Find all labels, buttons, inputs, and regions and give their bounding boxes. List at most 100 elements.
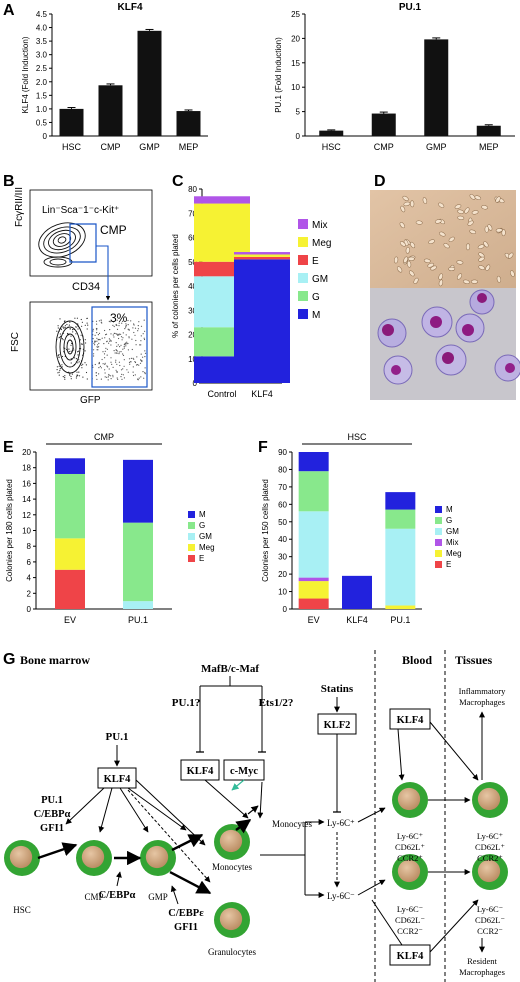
flow-dot	[134, 361, 136, 363]
flow-dot	[71, 342, 73, 344]
y-tick-label: 30	[278, 553, 287, 562]
y-axis-label: Colonies per 180 cells plated	[5, 479, 14, 582]
flow-dot	[96, 329, 98, 331]
chart-colony-percent: 0 10 20 30 40 50 60 70 80 Control KLF4 % of colonie…	[171, 185, 331, 399]
y-tick-label: 20	[22, 448, 31, 457]
flow-dot	[66, 323, 68, 326]
flow-dot	[126, 343, 128, 345]
colony-cell	[443, 243, 450, 249]
colony-cell	[478, 252, 485, 258]
flow-dot	[98, 338, 100, 341]
cell-label-granulocytes: Granulocytes	[208, 947, 256, 957]
flow-dot	[77, 354, 79, 356]
segment-e	[298, 598, 329, 609]
colony-cell	[423, 258, 431, 263]
flow-dot	[95, 375, 97, 377]
box-klf4-bottom	[389, 944, 431, 966]
tissue-neg-1: Ly-6C⁻	[477, 904, 504, 914]
flow-dot	[106, 348, 108, 350]
flow-dot	[64, 325, 66, 327]
chart-klf4-fold: KLF4 0 0.5 1.0 1.5 2.0 2.5 3.0 3.5 4.0 4.5 HSC CMP GM…	[21, 2, 208, 152]
colony-cell	[407, 256, 415, 261]
flow-dot	[72, 331, 74, 333]
flow-dot	[122, 354, 125, 356]
factor-left-2: C/EBPα	[34, 809, 71, 820]
flow-dot	[117, 344, 119, 346]
flow-dot	[80, 334, 82, 336]
colony-cell	[456, 260, 464, 265]
colony-cell	[438, 279, 444, 287]
bar-hsc	[319, 130, 344, 136]
y-tick-label: 4	[27, 574, 32, 583]
flow-dot	[69, 373, 71, 375]
flow-dot	[116, 345, 118, 347]
flow-dot	[140, 344, 142, 346]
legend-swatch-e	[298, 255, 308, 265]
flow-dot	[117, 378, 119, 380]
flow-dot	[103, 353, 106, 355]
flow-dot	[140, 359, 142, 361]
panel-letter-b: B	[3, 173, 15, 190]
flow-dot	[120, 333, 122, 335]
flow-dot	[135, 364, 138, 366]
legend-label: G	[312, 292, 320, 303]
y-tick-label: 0	[43, 132, 48, 141]
flow-dot	[100, 378, 102, 380]
flow-dot	[70, 344, 72, 346]
flow-dot	[125, 345, 127, 347]
flow-dot	[97, 344, 99, 346]
flow-dot	[72, 329, 74, 331]
flow-dot	[75, 358, 77, 360]
flow-dot	[113, 350, 115, 352]
inflammatory-2: Macrophages	[459, 697, 505, 707]
flow-dot	[58, 337, 60, 339]
colony-cell	[456, 273, 463, 280]
flow-dot	[64, 378, 66, 380]
flow-dot	[126, 369, 128, 371]
colony-cell	[508, 252, 514, 259]
flow-dot	[141, 360, 143, 363]
flow-dot	[57, 327, 59, 329]
flow-dot	[98, 332, 101, 334]
flow-dot	[116, 350, 118, 352]
y-tick-label: 60	[278, 500, 287, 509]
y-tick-label: 15	[291, 59, 300, 68]
legend-label: Meg	[199, 543, 215, 552]
flow-dot	[139, 362, 142, 364]
chart-title: PU.1	[399, 2, 422, 13]
legend-swatch-gm	[298, 273, 308, 283]
panel-letter-c: C	[172, 173, 184, 190]
label-gfi1: GFI1	[174, 922, 198, 933]
flow-dot	[87, 324, 89, 326]
y-tick-label: 4.5	[36, 10, 48, 19]
y-tick-label: 0	[27, 605, 32, 614]
flow-dot	[128, 361, 131, 363]
flow-dot	[123, 377, 125, 379]
flow-dot	[98, 373, 100, 375]
flow-dot	[142, 371, 144, 373]
colony-cell	[481, 205, 489, 210]
y-tick-label: 20	[278, 570, 287, 579]
flow-dot	[143, 337, 145, 339]
flow-dot	[93, 342, 95, 344]
flow-dot	[109, 329, 111, 331]
flow-dot	[125, 334, 127, 336]
flow-dot	[122, 353, 124, 355]
y-axis-label: % of colonies per cells plated	[171, 234, 180, 338]
flow-dot	[82, 376, 84, 378]
flow-dot	[144, 373, 146, 375]
flow-dot	[115, 359, 117, 361]
flow-dot	[85, 364, 87, 366]
flow-dot	[59, 318, 61, 320]
flow-dot	[96, 349, 98, 351]
flow-dot	[61, 355, 64, 358]
flow-dot	[69, 374, 71, 376]
flow-dot	[134, 374, 136, 376]
flow-dot	[129, 363, 131, 365]
flow-dot	[139, 344, 141, 346]
segment-mix	[298, 577, 329, 582]
y-tick-label: 80	[188, 185, 197, 194]
flow-dot	[112, 376, 114, 378]
flow-dot	[68, 348, 70, 350]
flow-dot	[136, 356, 138, 358]
